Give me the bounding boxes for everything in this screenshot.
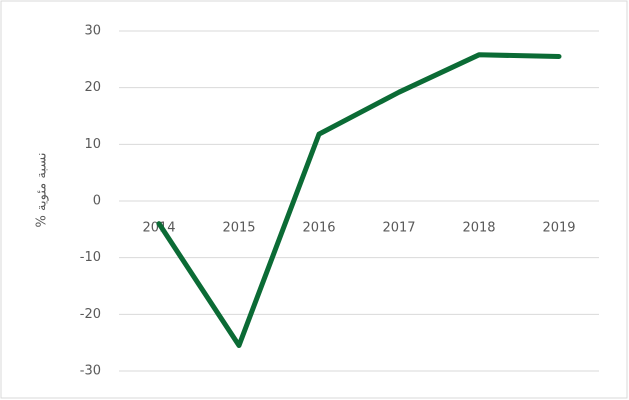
y-tick-label: 30: [84, 24, 101, 39]
x-tick-label: 2017: [382, 221, 415, 236]
y-tick-label: 0: [93, 194, 101, 209]
y-tick-label: 20: [84, 80, 101, 95]
data-line: [156, 52, 562, 348]
y-axis-label: % نسبة مئوية: [35, 153, 50, 228]
y-tick-label: -20: [80, 307, 101, 322]
y-tick-label: 10: [84, 137, 101, 152]
x-tick-label: 2015: [222, 221, 255, 236]
y-tick-label: -30: [80, 364, 101, 379]
y-tick-label: -10: [80, 250, 101, 265]
x-tick-label: 2019: [542, 221, 575, 236]
x-tick-label: 2018: [462, 221, 495, 236]
x-tick-label: 2016: [302, 221, 335, 236]
